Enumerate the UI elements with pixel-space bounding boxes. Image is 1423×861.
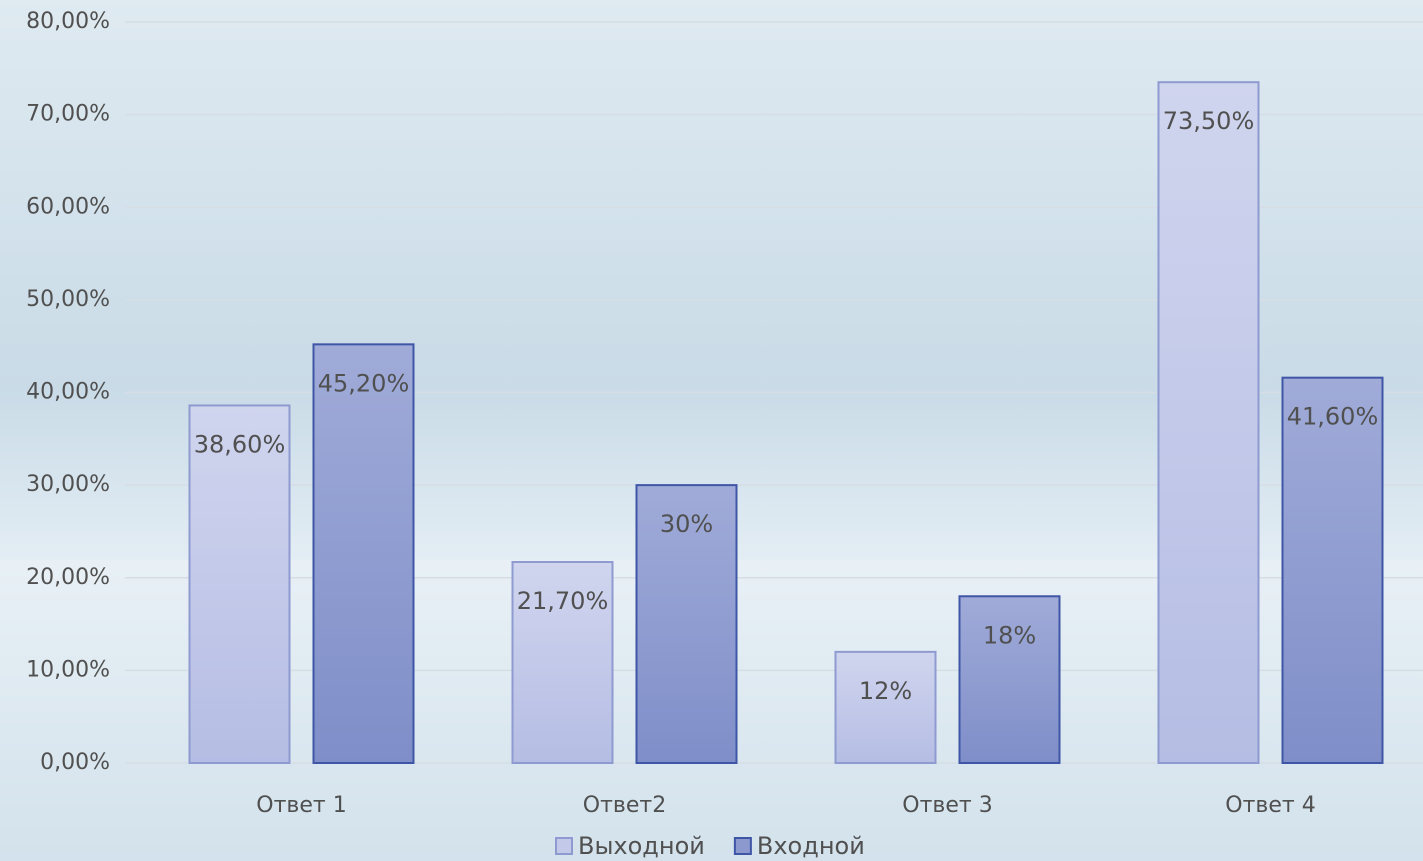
x-tick-label: Ответ 1 [256, 793, 346, 818]
value-label: 73,50% [1163, 107, 1255, 135]
y-tick-label: 40,00% [26, 380, 110, 405]
bar [1157, 81, 1260, 765]
bar [834, 650, 937, 764]
y-tick-label: 0,00% [40, 750, 110, 775]
value-label: 41,60% [1287, 403, 1379, 431]
bar [511, 561, 614, 764]
legend-swatch [733, 837, 752, 855]
x-tick-label: Ответ 4 [1225, 793, 1315, 818]
bar [635, 484, 738, 764]
x-tick-label: Ответ 3 [902, 793, 992, 818]
bar [958, 595, 1061, 765]
legend-swatch [555, 837, 573, 855]
legend-label: Выходной [578, 832, 705, 860]
x-tick-label: Ответ2 [583, 793, 666, 818]
value-label: 21,70% [517, 587, 609, 615]
y-tick-label: 80,00% [26, 9, 110, 34]
bar [1281, 376, 1384, 764]
legend-label: Входной [757, 832, 865, 860]
y-tick-label: 50,00% [26, 287, 110, 312]
value-label: 38,60% [194, 430, 286, 458]
y-tick-label: 20,00% [26, 565, 110, 590]
y-tick-label: 60,00% [26, 194, 110, 219]
bar [312, 343, 415, 764]
value-label: 45,20% [318, 369, 410, 397]
value-label: 30% [660, 510, 713, 538]
y-tick-label: 70,00% [26, 102, 110, 127]
value-label: 18% [983, 621, 1036, 649]
value-label: 12% [859, 677, 912, 705]
y-tick-label: 10,00% [26, 657, 110, 682]
y-tick-label: 30,00% [26, 472, 110, 497]
bar [188, 404, 291, 764]
